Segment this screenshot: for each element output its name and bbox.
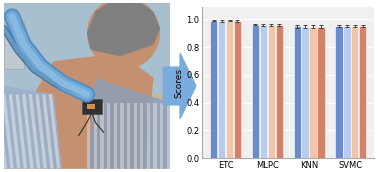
- Y-axis label: Scores: Scores: [174, 68, 183, 98]
- Polygon shape: [49, 94, 60, 169]
- Polygon shape: [127, 103, 130, 169]
- Polygon shape: [113, 103, 117, 169]
- Polygon shape: [133, 103, 137, 169]
- Polygon shape: [94, 103, 97, 169]
- Bar: [343, 26, 350, 158]
- Bar: [268, 25, 275, 158]
- Polygon shape: [9, 94, 20, 169]
- Polygon shape: [36, 94, 47, 169]
- Circle shape: [87, 0, 160, 69]
- Polygon shape: [153, 103, 157, 169]
- Bar: [359, 26, 366, 158]
- Polygon shape: [15, 94, 27, 169]
- Polygon shape: [29, 53, 153, 169]
- FancyBboxPatch shape: [87, 104, 95, 109]
- Bar: [226, 21, 233, 158]
- Bar: [335, 26, 342, 158]
- Polygon shape: [87, 0, 160, 56]
- Polygon shape: [42, 94, 54, 169]
- FancyBboxPatch shape: [4, 20, 24, 69]
- Polygon shape: [4, 86, 62, 169]
- Bar: [260, 25, 267, 158]
- Polygon shape: [4, 94, 170, 169]
- Polygon shape: [0, 94, 7, 169]
- Polygon shape: [120, 103, 124, 169]
- Bar: [234, 21, 241, 158]
- Polygon shape: [100, 103, 104, 169]
- Polygon shape: [147, 103, 150, 169]
- Polygon shape: [160, 103, 163, 169]
- Polygon shape: [140, 103, 144, 169]
- FancyArrow shape: [163, 53, 196, 119]
- Bar: [351, 26, 358, 158]
- Polygon shape: [87, 78, 170, 169]
- Polygon shape: [87, 103, 90, 169]
- Polygon shape: [4, 3, 170, 94]
- Polygon shape: [22, 94, 34, 169]
- Bar: [210, 21, 217, 158]
- Polygon shape: [107, 103, 110, 169]
- FancyBboxPatch shape: [4, 3, 170, 169]
- Polygon shape: [2, 94, 14, 169]
- Polygon shape: [29, 94, 40, 169]
- Bar: [252, 25, 259, 158]
- Bar: [294, 26, 301, 158]
- Bar: [276, 25, 283, 158]
- Bar: [310, 27, 317, 158]
- Bar: [318, 27, 325, 158]
- Bar: [302, 27, 309, 158]
- Polygon shape: [167, 103, 170, 169]
- Bar: [218, 21, 225, 158]
- FancyBboxPatch shape: [82, 99, 102, 114]
